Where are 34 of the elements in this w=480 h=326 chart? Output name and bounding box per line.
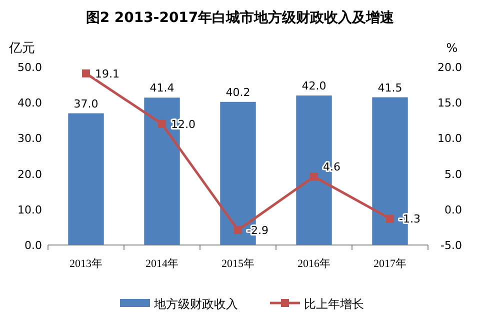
bar [68, 113, 104, 245]
y2-tick-label: 20.0 [438, 61, 462, 74]
chart-title: 图2 2013-2017年白城市地方级财政收入及增速 [86, 9, 396, 26]
x-tick-label: 2016年 [298, 258, 330, 270]
data-label: 40.2 [226, 86, 250, 99]
point [82, 69, 90, 78]
point [310, 172, 318, 181]
legend-label: 地方级财政收入 [153, 297, 238, 311]
y-tick-label: 10.0 [18, 203, 42, 216]
data-label: 37.0 [74, 97, 98, 110]
data-label: 19.1 [95, 67, 120, 80]
data-label: 41.4 [150, 82, 174, 95]
x-tick-label: 2017年 [374, 258, 406, 270]
y-tick-label: 0.0 [24, 239, 42, 252]
point [386, 214, 394, 223]
x-tick-label: 2013年 [70, 258, 102, 270]
y-tick-label: 40.0 [18, 96, 42, 110]
x-tick-label: 2014年 [146, 258, 178, 270]
x-tick-label: 2015年 [222, 258, 254, 270]
y-axis-title: 亿元 [8, 41, 35, 56]
y2-tick-label: 5.0 [444, 168, 462, 181]
data-label: 41.5 [378, 81, 402, 94]
point [234, 226, 242, 234]
data-label: 42.0 [302, 79, 326, 92]
y2-tick-label: -5.0 [440, 239, 462, 252]
y-tick-label: 50.0 [18, 61, 42, 74]
y2-tick-label: 0.0 [444, 203, 462, 216]
y-tick-label: 30.0 [18, 132, 42, 146]
legend-label: 比上年增长 [304, 297, 364, 311]
point [158, 120, 166, 128]
y-tick-label: 20.0 [18, 168, 42, 181]
y2-tick-label: 15.0 [438, 96, 462, 110]
y2-tick-label: 10.0 [438, 132, 462, 146]
y2-axis-title: % [446, 41, 458, 55]
